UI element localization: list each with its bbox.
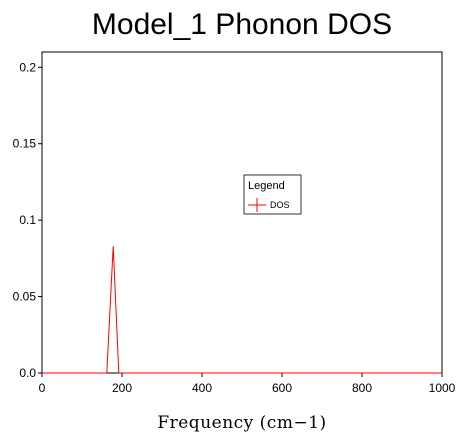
y-tick-label: 0.2 [19,60,36,74]
chart-title: Model_1 Phonon DOS [92,8,392,41]
y-tick-label: 0.1 [19,213,36,227]
y-axis: 0.0 0.05 0.1 0.15 0.2 [13,60,42,380]
x-axis: 0 200 400 600 800 1000 [39,373,456,395]
series-line-dos [42,246,442,374]
y-tick-label: 0.15 [13,137,37,151]
x-axis-label: Frequency (cm−1) [157,413,326,433]
y-tick-label: 0.0 [19,366,36,380]
legend-box [243,174,302,215]
legend-title: Legend [248,180,285,192]
x-tick-label: 800 [352,381,372,395]
plot-frame [41,51,443,374]
x-tick-label: 200 [112,381,132,395]
y-tick-label: 0.05 [13,290,37,304]
x-tick-label: 0 [39,381,46,395]
plot-area [42,246,442,374]
legend: Legend DOS [243,174,302,215]
x-tick-label: 1000 [429,381,456,395]
legend-entry-dos: DOS [270,200,290,210]
x-tick-label: 400 [192,381,212,395]
x-tick-label: 600 [272,381,292,395]
